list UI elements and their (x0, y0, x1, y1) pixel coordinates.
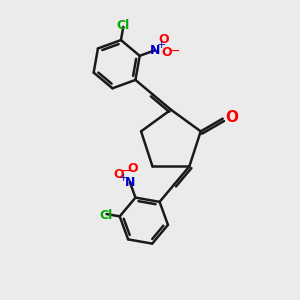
Text: −: − (170, 45, 180, 58)
Text: +: + (157, 40, 166, 50)
Text: −: − (121, 165, 132, 178)
Text: Cl: Cl (100, 209, 113, 222)
Text: O: O (114, 168, 124, 181)
Text: O: O (128, 163, 138, 176)
Text: Cl: Cl (117, 19, 130, 32)
Text: N: N (125, 176, 135, 189)
Text: O: O (158, 33, 169, 46)
Text: +: + (118, 173, 128, 183)
Text: O: O (225, 110, 238, 125)
Text: O: O (161, 46, 172, 59)
Text: N: N (150, 44, 160, 57)
